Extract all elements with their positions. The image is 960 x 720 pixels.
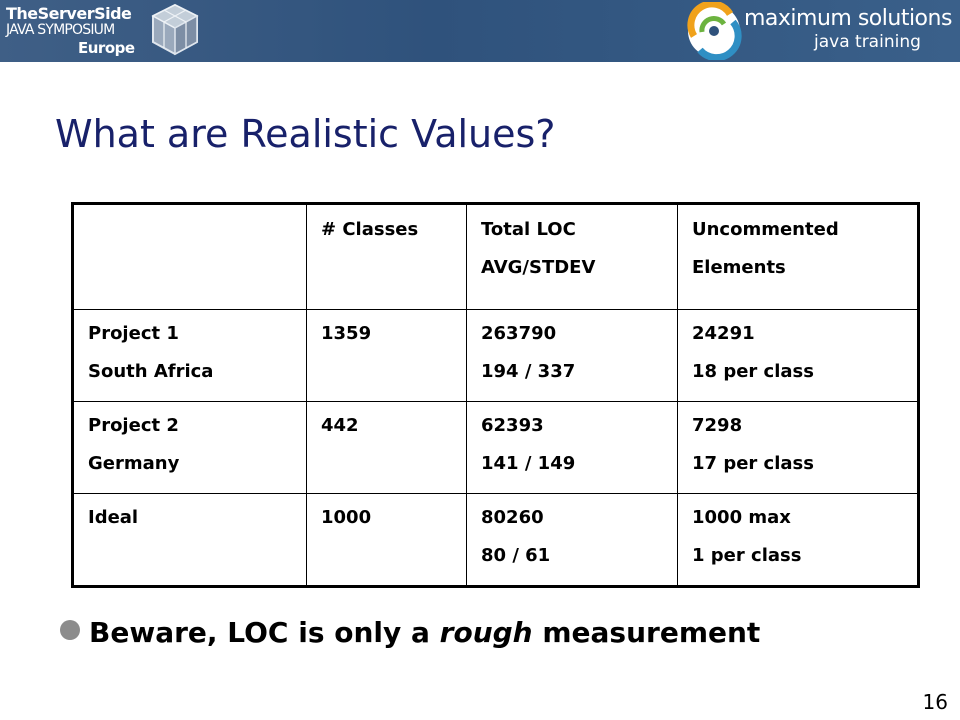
cell-line: Germany — [88, 453, 180, 474]
cell-line: 1359 — [321, 323, 372, 344]
cell-line: 141 / 149 — [481, 453, 576, 474]
cell-line: 1 per class — [692, 545, 802, 566]
cell-line: 194 / 337 — [481, 361, 576, 382]
table-cell: Ideal — [72, 493, 307, 587]
bullet-point: Beware, LOC is only a rough measurement — [60, 616, 760, 649]
cell-line: 263790 — [481, 323, 557, 344]
table-cell: # Classes — [306, 203, 467, 310]
table-cell: 62393 141 / 149 — [466, 401, 678, 494]
logo-subtitle: java training — [814, 32, 921, 52]
header-bar: TheServerSide JAVA SYMPOSIUM Europe maxi… — [0, 0, 960, 62]
bullet-dot-icon — [60, 620, 80, 640]
table-cell: 24291 18 per class — [677, 309, 919, 402]
cell-line: 1000 max — [692, 507, 791, 528]
cell-line: 17 per class — [692, 453, 814, 474]
bullet-text-after: measurement — [532, 616, 761, 649]
page-number: 16 — [922, 690, 948, 714]
cell-line: 80 / 61 — [481, 545, 551, 566]
cube-logo-icon — [151, 3, 199, 56]
table-cell: Uncommented Elements — [677, 203, 919, 310]
table-row: Ideal 1000 80260 80 / 61 1000 max 1 per class — [72, 493, 919, 587]
table-cell: Project 1 South Africa — [72, 309, 307, 402]
slide-title: What are Realistic Values? — [55, 112, 556, 156]
cell-line: Elements — [692, 257, 786, 278]
table-header-row: # Classes Total LOC AVG/STDEV Uncommented El… — [72, 203, 919, 310]
cell-line: 62393 — [481, 415, 544, 436]
bullet-text-before: Beware, LOC is only a — [89, 616, 440, 649]
cell-line: South Africa — [88, 361, 214, 382]
theserverside-logo: TheServerSide JAVA SYMPOSIUM Europe — [6, 2, 206, 60]
cell-line: 18 per class — [692, 361, 814, 382]
cell-line: 24291 — [692, 323, 755, 344]
cell-line: Uncommented — [692, 219, 839, 240]
table-cell: 80260 80 / 61 — [466, 493, 678, 587]
table-cell: Project 2 Germany — [72, 401, 307, 494]
cell-line: Total LOC — [481, 219, 576, 240]
table-cell: 263790 194 / 337 — [466, 309, 678, 402]
table-row: Project 1 South Africa 1359 263790 194 / 337… — [72, 309, 919, 402]
cell-line: 80260 — [481, 507, 544, 528]
table-cell: Total LOC AVG/STDEV — [466, 203, 678, 310]
logo-title: maximum solutions — [744, 6, 952, 31]
table-cell: 442 — [306, 401, 467, 494]
logo-line-1: TheServerSide — [6, 4, 132, 23]
logo-line-2: JAVA SYMPOSIUM — [6, 22, 115, 38]
cell-line: 7298 — [692, 415, 743, 436]
table-cell: 1000 max 1 per class — [677, 493, 919, 587]
table-cell: 1000 — [306, 493, 467, 587]
cell-line: # Classes — [321, 219, 419, 240]
cell-line: Project 2 — [88, 415, 179, 436]
bullet-text-emphasis: rough — [439, 616, 533, 649]
cell-line: AVG/STDEV — [481, 257, 596, 278]
table-cell: 1359 — [306, 309, 467, 402]
maximum-solutions-logo: maximum solutions java training — [686, 2, 956, 60]
logo-line-3: Europe — [78, 39, 135, 57]
table-cell — [72, 203, 307, 310]
metrics-table: # Classes Total LOC AVG/STDEV Uncommented El… — [71, 202, 920, 588]
table-row: Project 2 Germany 442 62393 141 / 149 7298 17 … — [72, 401, 919, 494]
cell-line: Project 1 — [88, 323, 179, 344]
swirl-logo-icon — [687, 2, 742, 60]
cell-line: 1000 — [321, 507, 372, 528]
cell-line: Ideal — [88, 507, 139, 528]
cell-line: 442 — [321, 415, 359, 436]
table-cell: 7298 17 per class — [677, 401, 919, 494]
